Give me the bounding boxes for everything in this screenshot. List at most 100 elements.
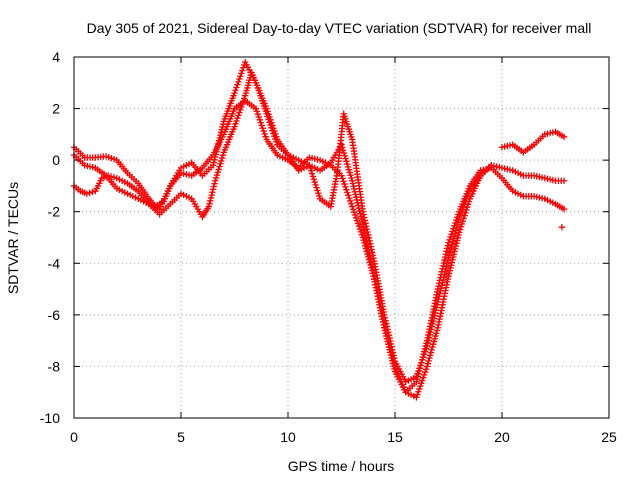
data-point [420, 351, 428, 358]
data-point [238, 103, 245, 111]
data-point [253, 108, 261, 115]
data-point [445, 239, 452, 246]
data-point [269, 122, 276, 129]
data-point [213, 171, 221, 179]
data-point [212, 177, 219, 184]
data-point [366, 237, 373, 244]
data-point [365, 231, 372, 239]
data-point [234, 81, 241, 88]
data-point [420, 353, 427, 361]
data-point [208, 191, 215, 199]
data-point [459, 217, 466, 225]
data-point [369, 252, 377, 259]
data-point [364, 228, 371, 236]
data-point [420, 371, 428, 379]
data-point [257, 119, 264, 126]
data-point [462, 209, 469, 216]
data-point [384, 326, 391, 333]
data-point [210, 183, 218, 190]
data-point [387, 337, 394, 345]
data-point [260, 127, 267, 135]
data-point [415, 388, 422, 395]
data-point [233, 84, 240, 91]
data-point [265, 110, 272, 118]
data-point [256, 116, 263, 124]
data-point [558, 223, 566, 231]
data-point [314, 187, 321, 194]
data-point [387, 340, 395, 348]
data-point [369, 249, 376, 256]
data-point [349, 206, 357, 213]
data-point [560, 133, 568, 141]
data-point [255, 113, 263, 121]
data-point [415, 367, 422, 375]
data-point [390, 352, 397, 359]
y-tick-label: 4 [52, 49, 60, 65]
data-point [356, 225, 364, 233]
data-point [417, 362, 424, 369]
data-point [388, 343, 395, 350]
data-point [268, 119, 275, 126]
y-tick-label: -4 [48, 255, 61, 271]
data-point [385, 331, 393, 339]
data-point [211, 180, 218, 187]
data-point [205, 203, 213, 210]
data-point [442, 251, 450, 258]
data-point [261, 130, 268, 138]
data-point [207, 194, 215, 202]
y-tick-label: -10 [40, 410, 60, 426]
chart-title: Day 305 of 2021, Sidereal Day-to-day VTE… [87, 20, 592, 36]
data-point [215, 166, 222, 173]
data-point [389, 346, 396, 353]
data-point [310, 176, 318, 183]
data-point [235, 112, 242, 119]
data-point [386, 334, 393, 342]
data-point [236, 109, 243, 116]
data-point [235, 78, 242, 86]
data-point [463, 206, 470, 214]
data-point [239, 67, 246, 74]
data-point [262, 133, 269, 140]
data-point [421, 348, 429, 355]
data-point [345, 192, 352, 199]
data-point [365, 234, 373, 242]
data-point [350, 208, 358, 216]
data-point [347, 197, 354, 205]
data-point [352, 214, 360, 222]
x-tick-label: 5 [177, 429, 185, 445]
data-point [311, 178, 318, 186]
data-point [107, 173, 115, 180]
data-point [339, 175, 346, 182]
data-point [383, 320, 390, 327]
x-tick-label: 10 [280, 429, 296, 445]
y-tick-label: -2 [48, 204, 61, 220]
data-point [381, 311, 388, 319]
data-point [361, 217, 369, 224]
data-point [252, 105, 260, 112]
data-point [86, 189, 93, 197]
data-point [417, 382, 424, 390]
data-point [110, 174, 118, 181]
data-point [443, 245, 451, 252]
data-point [241, 95, 248, 102]
data-point [212, 174, 220, 182]
data-point [306, 162, 313, 169]
data-point [214, 169, 222, 176]
data-point [206, 200, 213, 207]
data-point [362, 220, 369, 227]
data-point [353, 217, 361, 224]
data-point [254, 110, 262, 118]
data-point [341, 180, 348, 188]
data-point [259, 125, 266, 132]
data-point [267, 116, 274, 124]
data-point [312, 181, 319, 189]
data-point [367, 240, 374, 247]
data-point [560, 177, 568, 184]
data-point [419, 356, 426, 364]
data-point [83, 190, 91, 197]
data-point [264, 108, 271, 115]
data-point [351, 211, 359, 219]
data-point [421, 368, 429, 376]
